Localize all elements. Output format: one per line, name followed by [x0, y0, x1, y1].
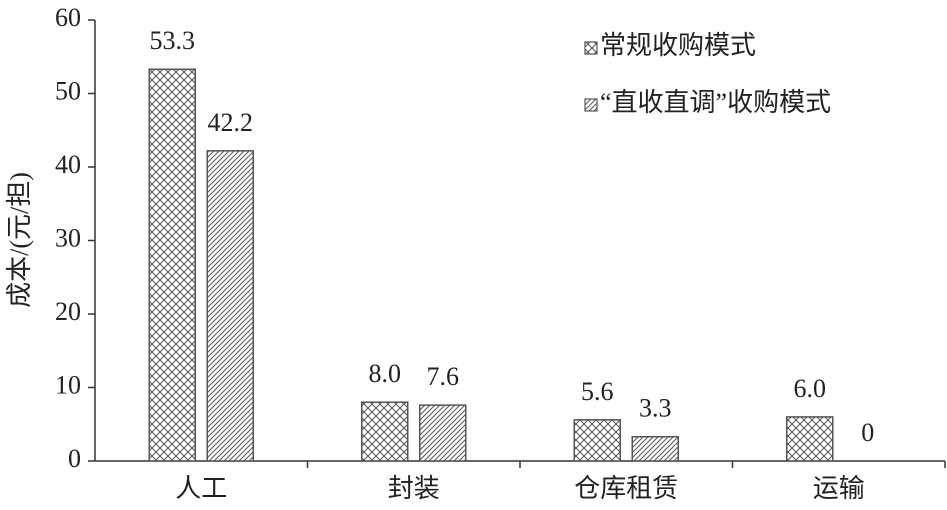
- value-label: 8.0: [369, 359, 402, 388]
- value-label: 5.6: [581, 377, 614, 406]
- value-label: 53.3: [150, 26, 196, 55]
- y-tick-label: 60: [55, 3, 81, 32]
- legend-swatch: [584, 98, 598, 112]
- value-label: 7.6: [427, 362, 460, 391]
- value-label: 6.0: [794, 374, 827, 403]
- x-tick-label: 仓库租赁: [574, 474, 678, 503]
- value-label: 3.3: [639, 394, 672, 423]
- y-tick-label: 30: [55, 223, 81, 252]
- x-tick-label: 运输: [813, 474, 865, 503]
- bar: [631, 435, 679, 462]
- legend-label: 常规收购模式: [600, 31, 756, 60]
- x-tick-label: 封装: [388, 474, 440, 503]
- value-label: 42.2: [208, 108, 254, 137]
- bar: [148, 68, 196, 462]
- bar: [786, 416, 834, 462]
- bar: [573, 419, 621, 462]
- value-label: 0: [861, 418, 874, 447]
- y-tick-label: 10: [55, 370, 81, 399]
- x-tick-label: 人工: [175, 474, 227, 503]
- bar: [361, 401, 409, 462]
- legend-label: “直收直调”收购模式: [600, 88, 831, 117]
- y-tick-label: 0: [68, 444, 81, 473]
- y-tick-label: 40: [55, 150, 81, 179]
- y-axis-label: 成本/(元/担): [5, 172, 34, 308]
- legend-swatch: [584, 41, 598, 55]
- bar: [206, 150, 254, 462]
- y-tick-label: 50: [55, 76, 81, 105]
- y-tick-label: 20: [55, 297, 81, 326]
- bar: [419, 404, 467, 462]
